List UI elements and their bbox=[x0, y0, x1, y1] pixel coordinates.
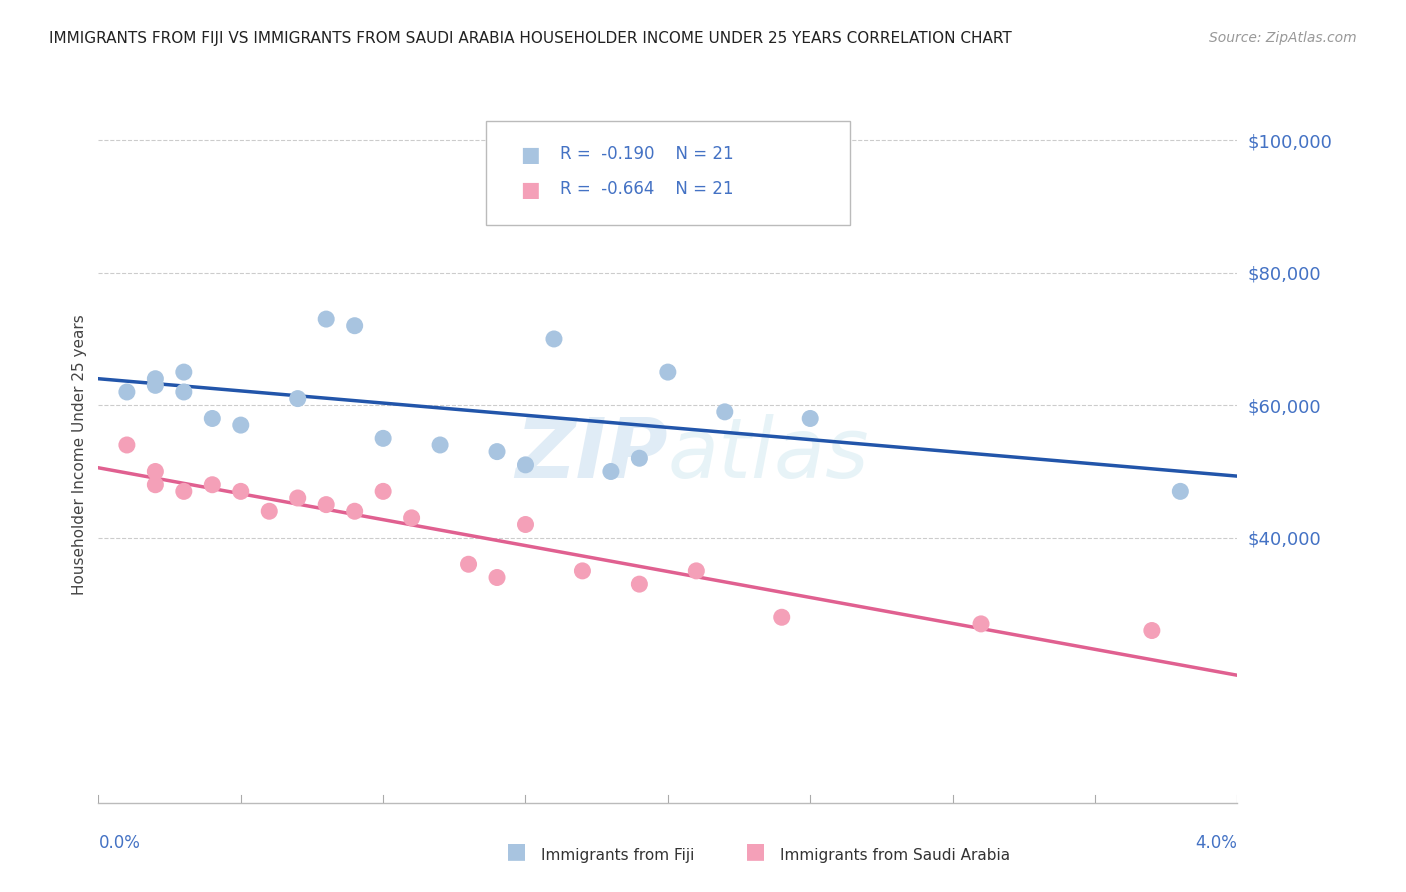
Point bbox=[343, 318, 366, 333]
Point bbox=[543, 332, 565, 346]
Text: ■: ■ bbox=[745, 841, 766, 861]
Point bbox=[173, 484, 195, 499]
Point bbox=[685, 564, 707, 578]
Point bbox=[259, 504, 281, 518]
Point bbox=[515, 517, 537, 532]
Point bbox=[429, 438, 451, 452]
Point bbox=[457, 558, 479, 572]
Text: R =  -0.664    N = 21: R = -0.664 N = 21 bbox=[560, 180, 733, 198]
Point bbox=[371, 484, 394, 499]
Point bbox=[145, 372, 167, 386]
FancyBboxPatch shape bbox=[485, 121, 851, 226]
Point bbox=[628, 451, 651, 466]
Point bbox=[515, 458, 537, 472]
Point bbox=[1140, 624, 1163, 638]
Point bbox=[343, 504, 366, 518]
Point bbox=[287, 491, 309, 505]
Point bbox=[201, 477, 224, 491]
Point bbox=[571, 564, 593, 578]
Text: Source: ZipAtlas.com: Source: ZipAtlas.com bbox=[1209, 31, 1357, 45]
Point bbox=[173, 384, 195, 399]
Text: ■: ■ bbox=[520, 180, 540, 200]
Text: IMMIGRANTS FROM FIJI VS IMMIGRANTS FROM SAUDI ARABIA HOUSEHOLDER INCOME UNDER 25: IMMIGRANTS FROM FIJI VS IMMIGRANTS FROM … bbox=[49, 31, 1012, 46]
Point bbox=[315, 498, 337, 512]
Text: ZIP: ZIP bbox=[515, 415, 668, 495]
Y-axis label: Householder Income Under 25 years: Householder Income Under 25 years bbox=[72, 315, 87, 595]
Point bbox=[486, 570, 509, 584]
Point bbox=[714, 405, 737, 419]
Text: 0.0%: 0.0% bbox=[98, 834, 141, 852]
Text: atlas: atlas bbox=[668, 415, 869, 495]
Point bbox=[173, 365, 195, 379]
Text: Immigrants from Fiji: Immigrants from Fiji bbox=[541, 847, 695, 863]
Text: ■: ■ bbox=[520, 145, 540, 165]
Point bbox=[600, 465, 623, 479]
Text: R =  -0.190    N = 21: R = -0.190 N = 21 bbox=[560, 145, 734, 163]
Point bbox=[770, 610, 793, 624]
Point bbox=[229, 418, 252, 433]
Point bbox=[145, 465, 167, 479]
Point bbox=[115, 438, 138, 452]
Point bbox=[229, 484, 252, 499]
Point bbox=[486, 444, 509, 458]
Text: ■: ■ bbox=[506, 841, 527, 861]
Point bbox=[1170, 484, 1192, 499]
Point bbox=[401, 511, 423, 525]
Point bbox=[799, 411, 821, 425]
Point bbox=[628, 577, 651, 591]
Point bbox=[970, 616, 993, 631]
Text: Immigrants from Saudi Arabia: Immigrants from Saudi Arabia bbox=[780, 847, 1011, 863]
Point bbox=[315, 312, 337, 326]
Point bbox=[201, 411, 224, 425]
Point bbox=[371, 431, 394, 445]
Point bbox=[115, 384, 138, 399]
Point bbox=[145, 477, 167, 491]
Point bbox=[145, 378, 167, 392]
Text: 4.0%: 4.0% bbox=[1195, 834, 1237, 852]
Point bbox=[287, 392, 309, 406]
Point bbox=[657, 365, 679, 379]
